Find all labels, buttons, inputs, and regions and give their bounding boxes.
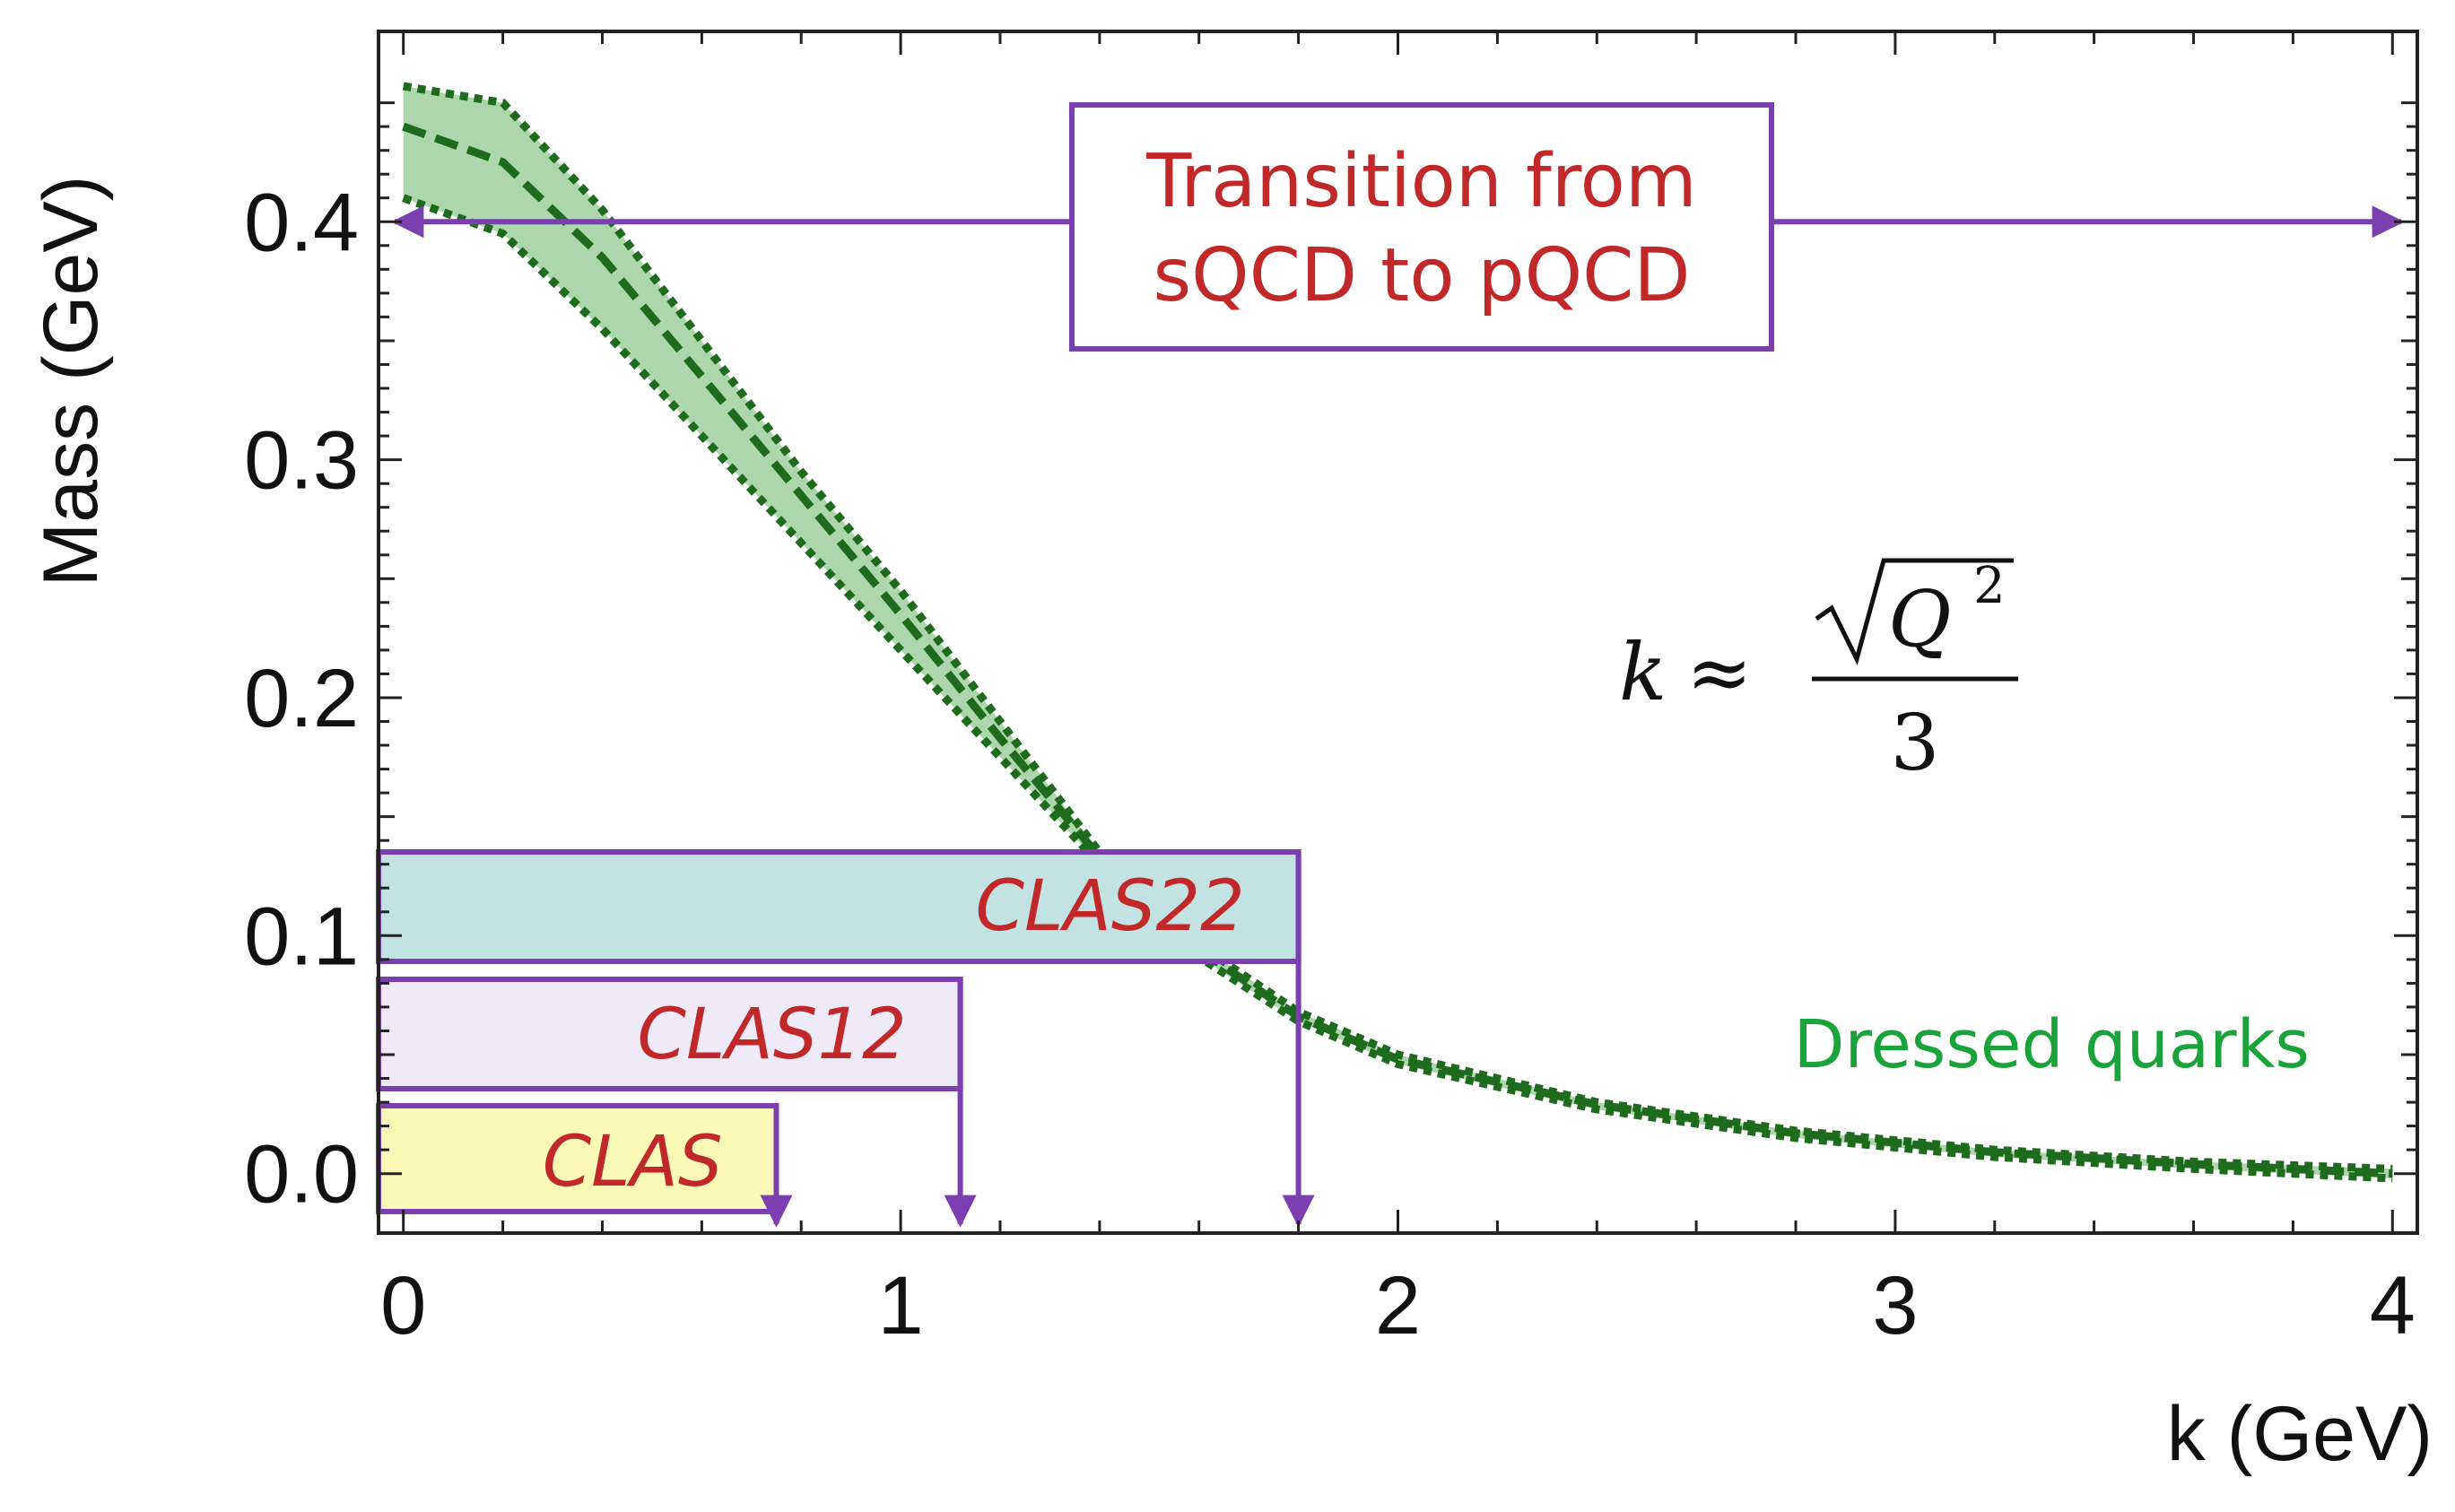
plot-layer: CLAS22 CLAS12 CLAS 0 1 2 3 4 0.0 0.1 0.2 0.3 0.4	[244, 30, 2419, 1351]
x-axis-title: k (GeV)	[2167, 1391, 2433, 1477]
x-tick-label: 0	[380, 1260, 426, 1351]
transition-text-line2: sQCD to pQCD	[1153, 233, 1690, 318]
x-tick-label: 1	[878, 1260, 924, 1351]
x-tick-label: 4	[2370, 1260, 2416, 1351]
formula-exponent: 2	[1973, 557, 2006, 615]
formula-lhs: k	[1619, 626, 1667, 718]
y-tick-label: 0.1	[244, 891, 359, 982]
y-axis-title: Mass (GeV)	[28, 176, 114, 587]
transition-box-frame	[1069, 102, 1774, 352]
clas22-label: CLAS22	[976, 866, 1245, 947]
y-tick-label: 0.4	[244, 177, 359, 268]
formula: k ≈ Q 2 3	[1619, 557, 2018, 788]
band-lower-line	[402, 194, 2393, 1183]
formula-q: Q	[1888, 575, 1952, 665]
sqrt-symbol	[1815, 558, 2014, 666]
formula-approx: ≈	[1686, 626, 1753, 718]
transition-box: Transition from sQCD to pQCD	[1069, 102, 1774, 352]
central-mass-line	[402, 122, 2393, 1178]
formula-denominator: 3	[1891, 699, 1940, 788]
y-tick-label: 0.3	[244, 415, 359, 507]
transition-text-line1: Transition from	[1145, 139, 1696, 224]
clas12-label: CLAS12	[638, 995, 907, 1075]
y-tick-label: 0.2	[244, 653, 359, 744]
x-tick-label: 3	[1872, 1260, 1918, 1351]
y-tick-label: 0.0	[244, 1129, 359, 1221]
x-tick-label: 2	[1375, 1260, 1421, 1351]
dressed-quarks-label: Dressed quarks	[1794, 1006, 2311, 1083]
clas-label: CLAS	[543, 1122, 723, 1203]
